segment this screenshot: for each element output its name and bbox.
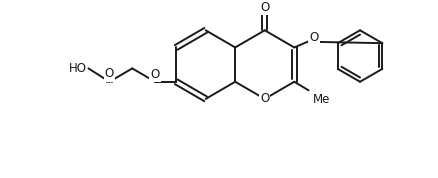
Text: Me: Me [312,93,330,106]
Text: O: O [105,67,114,80]
Text: O: O [310,32,319,44]
Text: O: O [260,92,269,105]
Text: O: O [260,1,269,14]
Text: O: O [151,68,160,81]
Text: HO: HO [68,62,87,75]
